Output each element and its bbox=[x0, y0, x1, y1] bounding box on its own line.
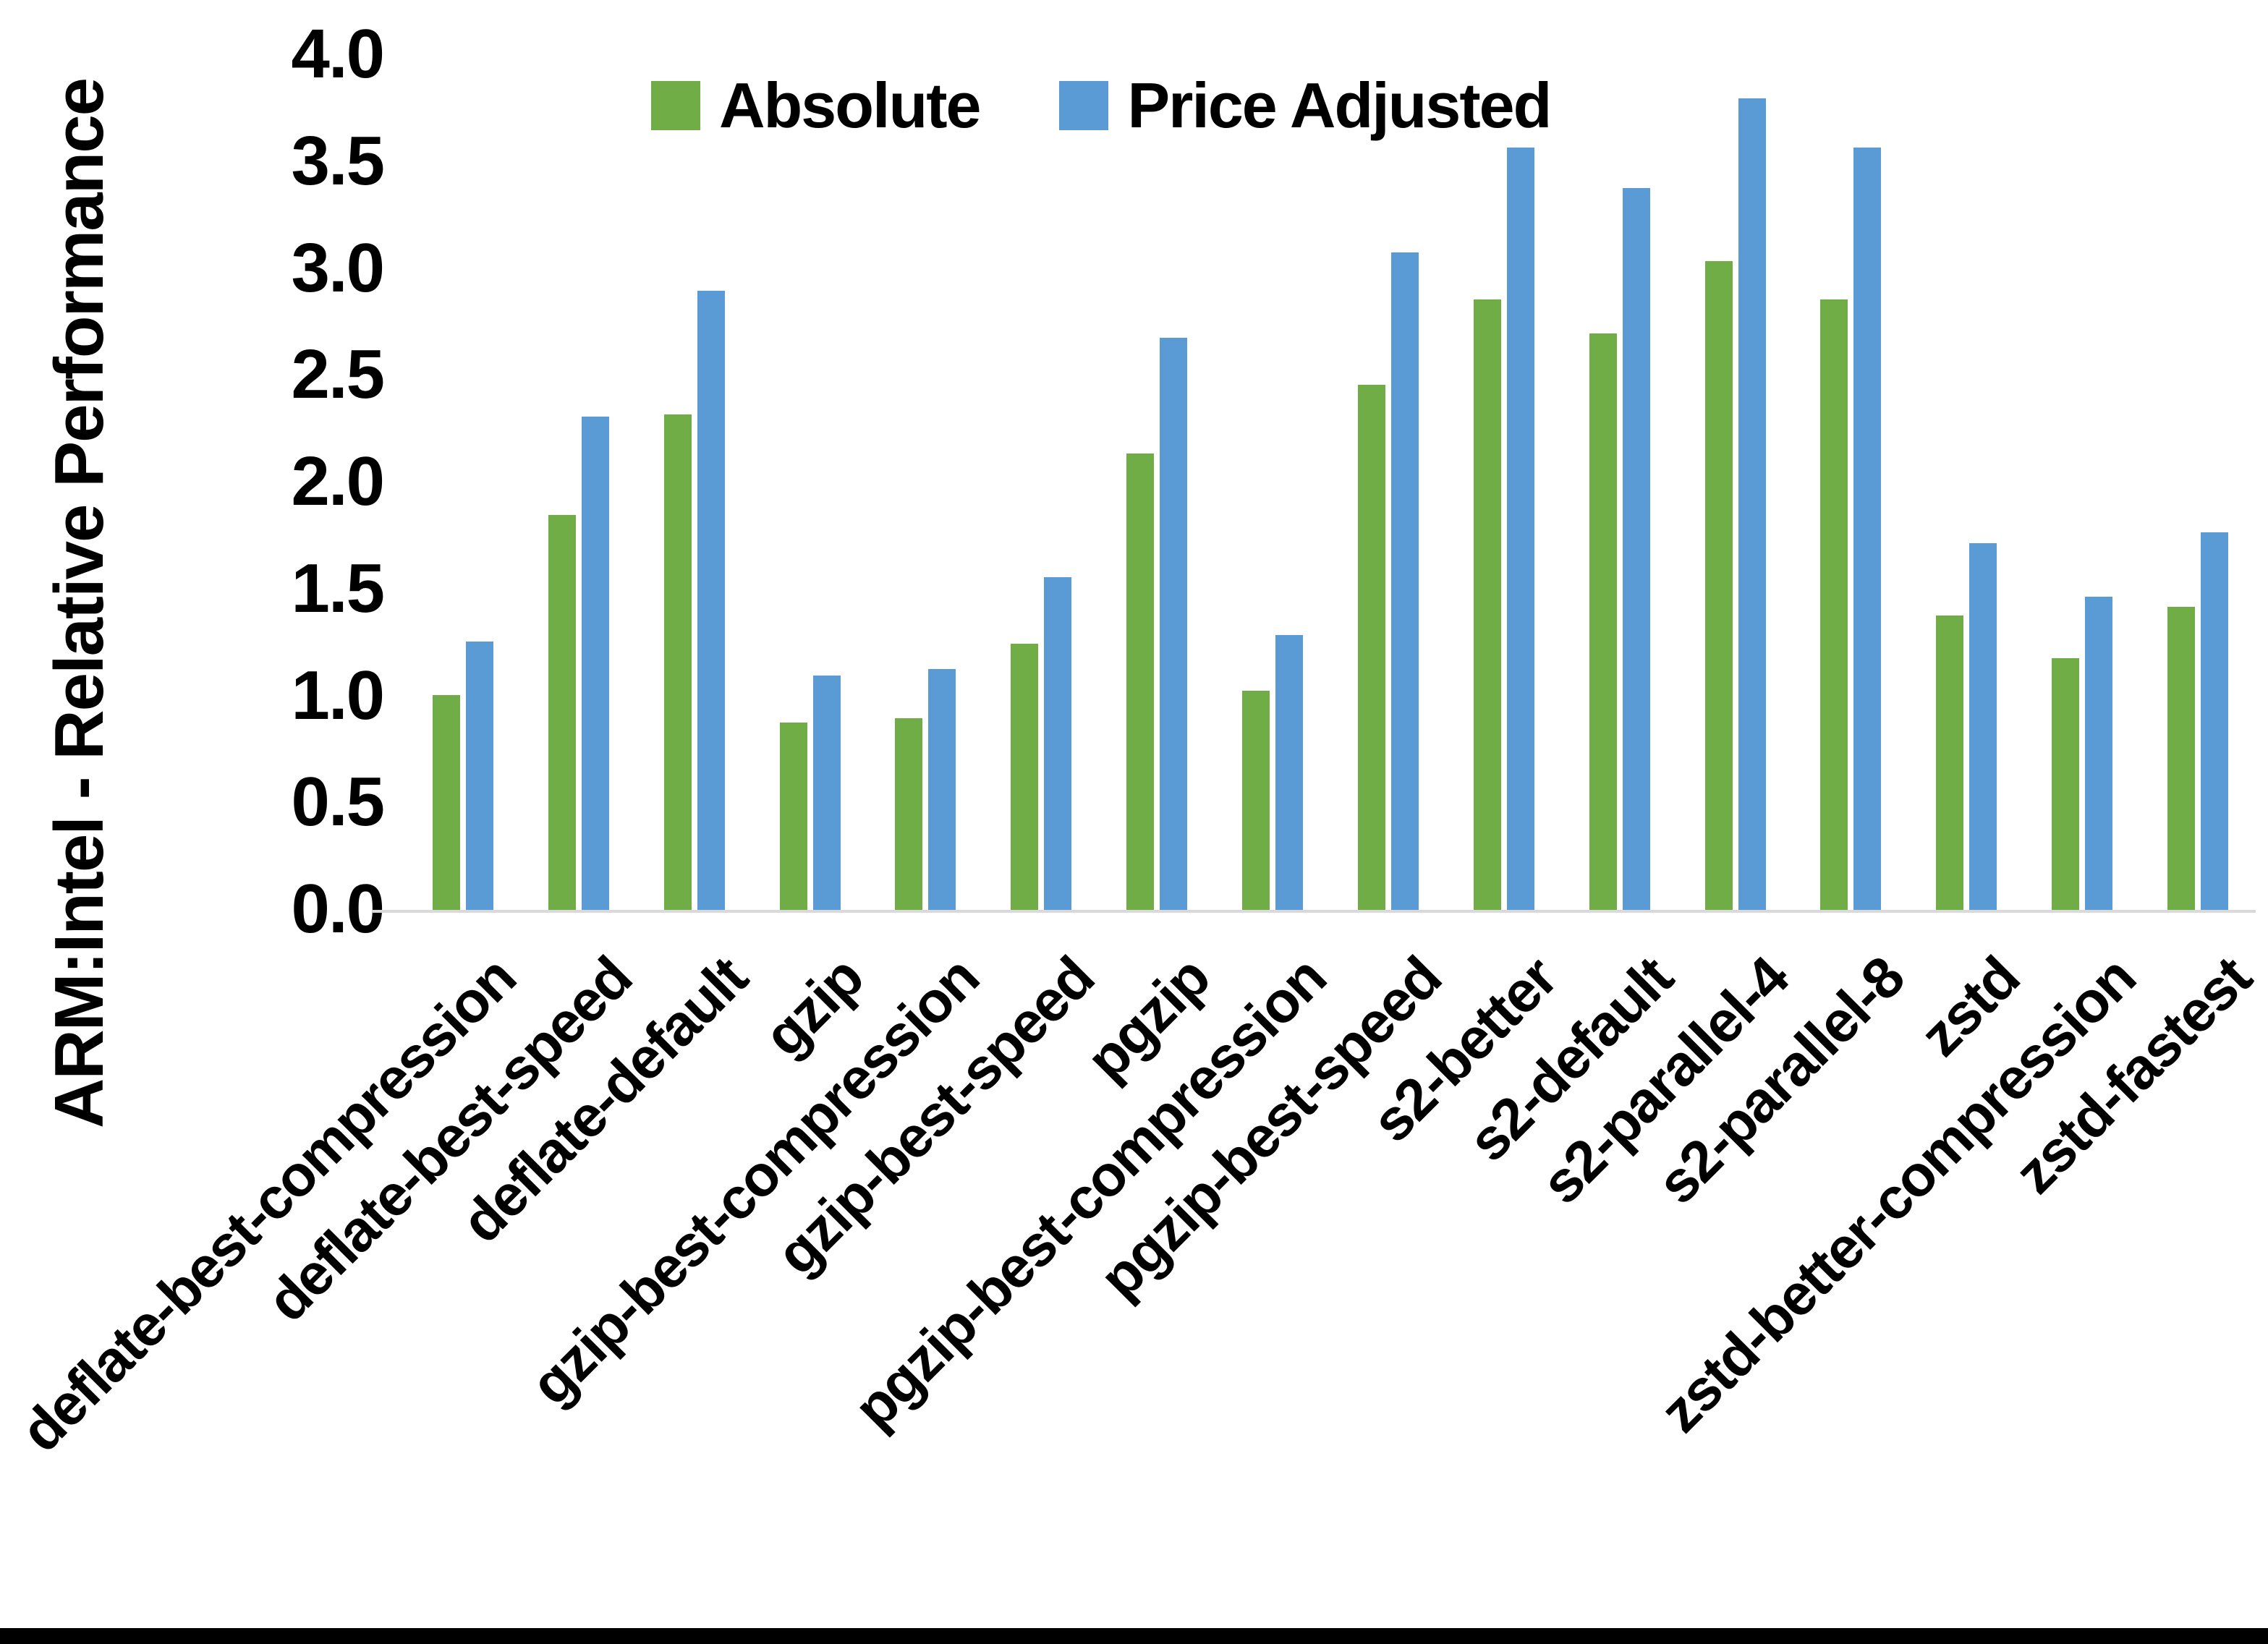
bar-group bbox=[1562, 56, 1678, 911]
bar-price-adjusted bbox=[1044, 577, 1072, 911]
bar-absolute bbox=[1820, 299, 1848, 911]
bar-price-adjusted bbox=[1853, 148, 1882, 911]
bar-price-adjusted bbox=[465, 641, 493, 911]
y-tick-label: 3.0 bbox=[291, 229, 385, 307]
bar-absolute bbox=[2167, 607, 2196, 911]
bar-absolute bbox=[1242, 690, 1270, 911]
bar-price-adjusted bbox=[1160, 338, 1188, 911]
legend-label-absolute: Absolute bbox=[719, 69, 981, 141]
legend-swatch-price-adjusted bbox=[1059, 81, 1109, 130]
bar-price-adjusted bbox=[697, 291, 725, 911]
bottom-border bbox=[0, 1628, 2268, 1644]
bar-group bbox=[2140, 56, 2256, 911]
bar-absolute bbox=[895, 718, 923, 911]
y-tick-label: 3.5 bbox=[291, 122, 385, 200]
y-tick-label: 0.0 bbox=[291, 869, 385, 947]
bar-absolute bbox=[1589, 333, 1617, 911]
y-tick-label: 1.5 bbox=[291, 549, 385, 627]
x-axis-line bbox=[373, 910, 2256, 913]
bar-group bbox=[752, 56, 868, 911]
bar-group bbox=[1908, 56, 2024, 911]
plot-area: 4.0 3.5 3.0 2.5 2.0 1.5 1.0 0.5 0.0 bbox=[292, 15, 2256, 947]
bar-absolute bbox=[2052, 658, 2080, 911]
bar-group bbox=[521, 56, 637, 911]
y-tick-label: 2.0 bbox=[291, 442, 385, 520]
bar-absolute bbox=[1473, 299, 1501, 911]
bar-groups bbox=[405, 56, 2256, 911]
legend: Absolute Price Adjusted bbox=[651, 69, 1552, 142]
bar-price-adjusted bbox=[1275, 634, 1304, 911]
bar-absolute bbox=[1011, 643, 1039, 911]
bar-absolute bbox=[432, 694, 460, 911]
bar-price-adjusted bbox=[928, 669, 956, 911]
bar-absolute bbox=[1126, 453, 1155, 911]
x-axis-category-labels: deflate-best-compression deflate-best-spe… bbox=[9, 945, 2263, 1642]
bar-absolute bbox=[663, 414, 692, 911]
bar-group bbox=[1678, 56, 1793, 911]
y-tick-label: 0.5 bbox=[291, 763, 385, 841]
bar-price-adjusted bbox=[2201, 532, 2229, 911]
bar-group bbox=[1793, 56, 1909, 911]
bar-absolute bbox=[548, 515, 576, 911]
bar-price-adjusted bbox=[2085, 596, 2113, 911]
legend-item-price-adjusted: Price Adjusted bbox=[1059, 69, 1552, 142]
bar-absolute bbox=[779, 722, 807, 911]
bar-group bbox=[1099, 56, 1215, 911]
bar-price-adjusted bbox=[1390, 252, 1419, 911]
y-axis-title: ARM:Intel - Relative Performance bbox=[41, 78, 118, 1128]
y-axis-tick-labels: 4.0 3.5 3.0 2.5 2.0 1.5 1.0 0.5 0.0 bbox=[292, 15, 2256, 947]
bar-group bbox=[405, 56, 521, 911]
bar-group bbox=[2024, 56, 2140, 911]
legend-item-absolute: Absolute bbox=[651, 69, 981, 142]
bar-group bbox=[1330, 56, 1446, 911]
bar-absolute bbox=[1936, 616, 1964, 911]
bar-price-adjusted bbox=[1969, 542, 1997, 911]
bar-group bbox=[868, 56, 984, 911]
bar-group bbox=[983, 56, 1099, 911]
bar-group bbox=[1215, 56, 1330, 911]
bar-price-adjusted bbox=[812, 675, 841, 911]
bar-absolute bbox=[1357, 385, 1385, 911]
bar-group bbox=[637, 56, 752, 911]
bar-price-adjusted bbox=[1622, 188, 1650, 911]
bar-absolute bbox=[1704, 260, 1733, 911]
bar-price-adjusted bbox=[1506, 148, 1534, 911]
bar-price-adjusted bbox=[581, 417, 609, 911]
bar-price-adjusted bbox=[1738, 98, 1766, 911]
legend-swatch-absolute bbox=[651, 81, 700, 130]
bar-group bbox=[1446, 56, 1562, 911]
legend-label-price-adjusted: Price Adjusted bbox=[1127, 69, 1552, 141]
y-tick-label: 2.5 bbox=[291, 336, 385, 414]
y-tick-label: 4.0 bbox=[291, 14, 385, 93]
y-tick-label: 1.0 bbox=[291, 656, 385, 734]
